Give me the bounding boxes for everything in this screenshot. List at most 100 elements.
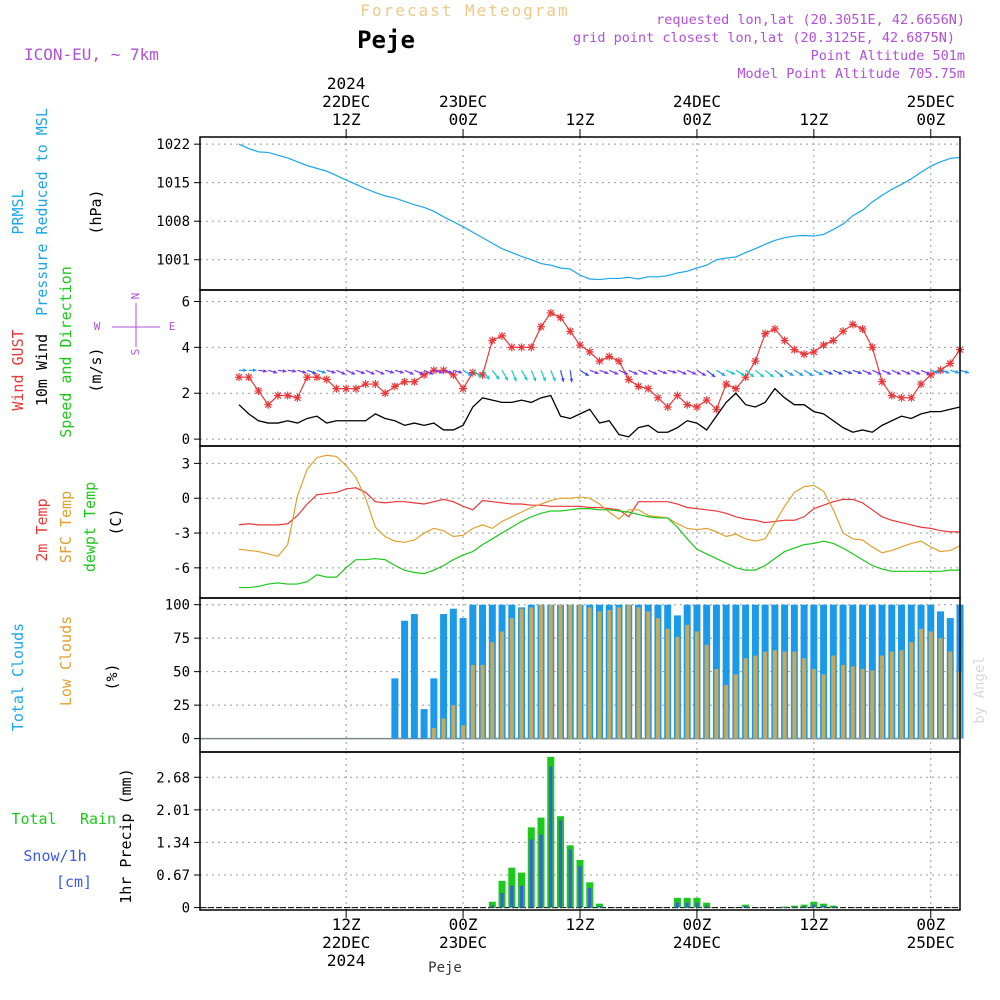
low-cloud-bar	[841, 664, 846, 739]
wind-arrow-head	[584, 372, 589, 376]
gust-marker	[322, 375, 331, 384]
gust-marker	[663, 403, 672, 411]
requested-coords: requested lon,lat (20.3051E, 42.6656N)	[656, 12, 965, 28]
label-total-clouds: Total Clouds	[9, 623, 27, 731]
gust-marker	[371, 380, 380, 389]
wind-arrow-head	[789, 372, 794, 376]
low-cloud-bar	[646, 611, 651, 739]
gust-marker	[741, 373, 750, 382]
label-hpa: (hPa)	[87, 189, 105, 234]
gust-marker	[809, 347, 818, 356]
total-cloud-bar	[391, 678, 399, 739]
bottom-time-label: 24DEC	[673, 933, 721, 952]
compass-s: S	[129, 349, 142, 356]
snow-bar	[510, 885, 514, 908]
rain-bar	[742, 904, 750, 908]
bottom-time-label: 22DEC	[322, 933, 370, 952]
y-tick-label: 0.67	[156, 868, 190, 884]
wind-arrow-head	[682, 371, 687, 375]
chart-title: Forecast Meteogram	[360, 1, 569, 20]
low-cloud-bar	[694, 631, 699, 739]
top-time-label: 12Z	[566, 110, 595, 129]
gust-marker	[351, 384, 360, 393]
low-cloud-bar	[616, 607, 621, 739]
low-cloud-bar	[782, 651, 787, 739]
low-cloud-bar	[763, 651, 768, 739]
low-cloud-bar	[587, 607, 592, 739]
compass-e: E	[169, 320, 176, 333]
low-cloud-bar	[539, 604, 544, 739]
gust-marker	[517, 343, 526, 352]
gust-marker	[478, 370, 487, 379]
wind-arrow-head	[964, 370, 969, 374]
gust-marker	[751, 357, 760, 366]
snow-bar	[490, 905, 494, 908]
wind-arrow-head	[370, 371, 375, 375]
snow-bar	[792, 906, 796, 908]
low-cloud-bar	[451, 705, 456, 739]
low-cloud-bar	[772, 650, 777, 739]
top-time-label: 22DEC	[322, 92, 370, 111]
footer-location: Peje	[428, 960, 462, 976]
wind-arrow-head	[750, 373, 755, 378]
gust-marker	[303, 373, 312, 382]
snow-bar	[705, 905, 709, 908]
y-tick-label: 4	[182, 340, 190, 356]
wind-arrow-head	[312, 370, 317, 375]
gust-marker	[722, 380, 731, 389]
wind-arrow-head	[532, 377, 537, 382]
wind-arrow-head	[672, 370, 677, 374]
gust-marker	[702, 396, 711, 405]
wind-arrow-head	[799, 372, 804, 376]
panel-border	[199, 445, 961, 599]
wind-arrow-head	[935, 370, 940, 374]
gust-marker	[595, 357, 604, 366]
y-tick-label: 1008	[156, 214, 190, 230]
snow-bar	[831, 906, 835, 908]
snow-bar	[597, 906, 601, 908]
gust-marker	[390, 382, 399, 391]
wind-arrow-head	[360, 370, 365, 375]
label-cm: [cm]	[56, 873, 92, 891]
y-tick-label: -3	[173, 526, 190, 542]
gust-marker	[468, 368, 477, 377]
wind-arrow-head	[560, 378, 565, 382]
total-cloud-bar	[440, 614, 448, 739]
low-cloud-bar	[831, 655, 836, 739]
gust-marker	[614, 357, 623, 366]
label-speed-direction: Speed and Direction	[57, 266, 75, 438]
total-cloud-bar	[722, 604, 730, 739]
top-time-label: 23DEC	[439, 92, 487, 111]
low-cloud-bar	[519, 608, 524, 739]
compass-w: W	[94, 320, 101, 333]
gust-marker	[576, 341, 584, 350]
wind-arrow-head	[419, 371, 424, 375]
wind-direction-arrows	[238, 368, 970, 383]
bottom-time-label: 25DEC	[907, 933, 955, 952]
wind-arrow-head	[380, 371, 385, 375]
gust-marker	[293, 393, 302, 402]
label-wind-gust: Wind GUST	[9, 329, 27, 410]
wind-arrow-head	[711, 373, 716, 378]
total-cloud-bar	[459, 618, 467, 739]
wind-speed-line	[238, 387, 961, 438]
chart-dynamic-layer: 1001 1008 1015 1022 0 2 4 6 -6 -3 0 3 0 25 50 75 100 0 0.6…	[156, 74, 970, 970]
wind-arrow-head	[495, 375, 500, 380]
low-cloud-bar	[509, 618, 514, 739]
wind-arrow-head	[818, 371, 823, 376]
low-cloud-bar	[928, 631, 933, 739]
gust-marker	[537, 322, 546, 331]
wind-arrow-head	[252, 368, 257, 373]
rain-bar	[703, 902, 711, 908]
low-cloud-bar	[470, 664, 475, 739]
wind-arrow-head	[877, 371, 882, 375]
gridpoint-coords: grid point closest lon,lat (20.3125E, 42…	[573, 30, 955, 46]
wind-arrow-head	[614, 371, 619, 375]
gust-marker	[381, 389, 390, 398]
wind-arrow-head	[828, 371, 833, 375]
gust-marker	[634, 382, 643, 391]
low-cloud-bar	[889, 651, 894, 739]
wind-arrow-head	[867, 371, 872, 375]
rain-bar	[693, 897, 701, 908]
